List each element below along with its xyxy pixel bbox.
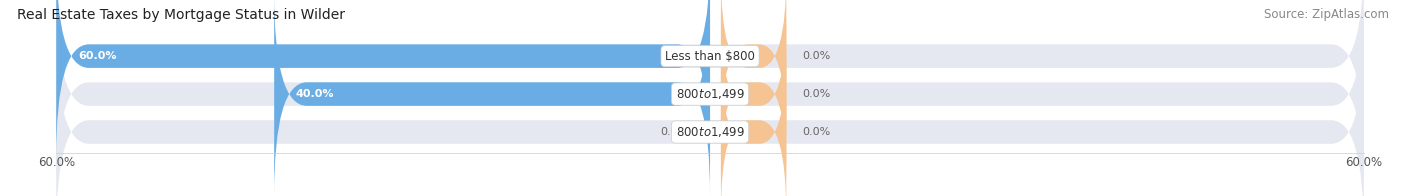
FancyBboxPatch shape bbox=[56, 0, 710, 158]
FancyBboxPatch shape bbox=[721, 11, 786, 177]
FancyBboxPatch shape bbox=[721, 49, 786, 196]
FancyBboxPatch shape bbox=[56, 30, 1364, 196]
Text: 0.0%: 0.0% bbox=[659, 127, 689, 137]
Text: $800 to $1,499: $800 to $1,499 bbox=[675, 87, 745, 101]
Text: 0.0%: 0.0% bbox=[803, 89, 831, 99]
FancyBboxPatch shape bbox=[56, 0, 1364, 196]
FancyBboxPatch shape bbox=[56, 0, 1364, 158]
Text: 0.0%: 0.0% bbox=[803, 51, 831, 61]
FancyBboxPatch shape bbox=[721, 0, 786, 139]
Text: $800 to $1,499: $800 to $1,499 bbox=[675, 125, 745, 139]
Text: Less than $800: Less than $800 bbox=[665, 50, 755, 63]
Text: 40.0%: 40.0% bbox=[295, 89, 335, 99]
Text: 60.0%: 60.0% bbox=[79, 51, 117, 61]
Text: Source: ZipAtlas.com: Source: ZipAtlas.com bbox=[1264, 8, 1389, 21]
Text: 0.0%: 0.0% bbox=[803, 127, 831, 137]
FancyBboxPatch shape bbox=[274, 0, 710, 196]
Text: Real Estate Taxes by Mortgage Status in Wilder: Real Estate Taxes by Mortgage Status in … bbox=[17, 8, 344, 22]
